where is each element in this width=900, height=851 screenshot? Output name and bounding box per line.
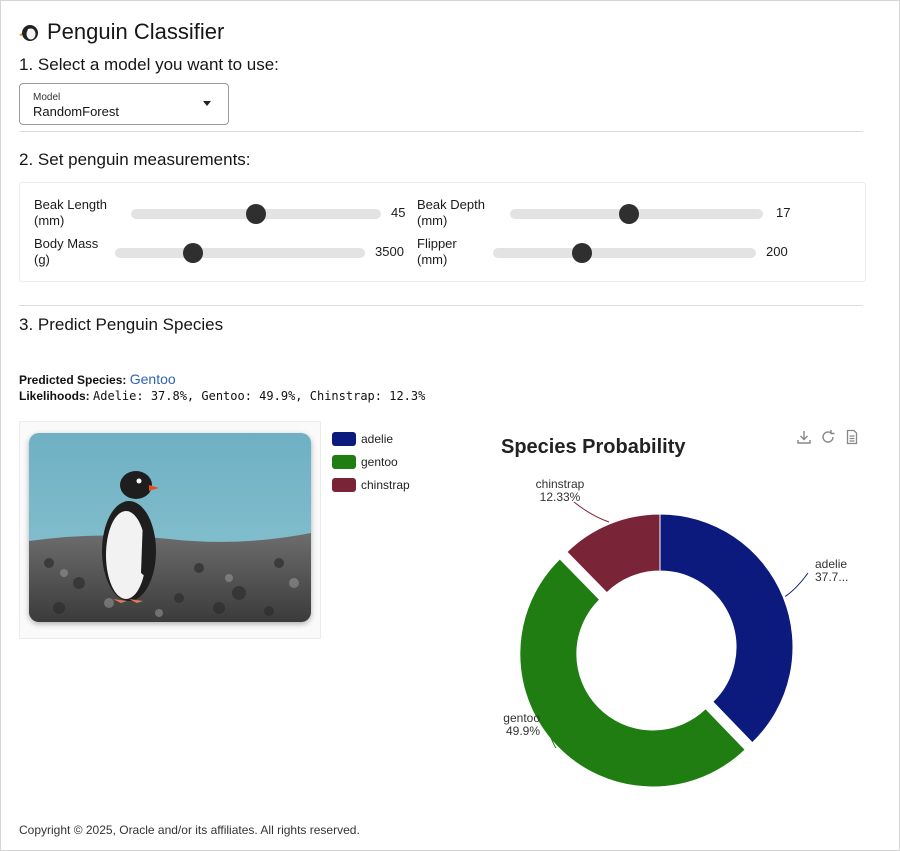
legend-swatch xyxy=(332,431,356,446)
legend-label: gentoo xyxy=(361,454,398,469)
predicted-species-label: Predicted Species: xyxy=(19,373,127,387)
document-icon[interactable] xyxy=(844,429,860,445)
app-title: Penguin Classifier xyxy=(47,19,225,44)
flipper-value: 200 xyxy=(766,244,788,259)
penguin-photo xyxy=(29,433,311,622)
measurements-panel: Beak Length (mm) 45 Beak Depth (mm) 17 Bod… xyxy=(19,182,866,282)
chevron-down-icon xyxy=(203,101,211,106)
predicted-species-line: Predicted Species: Gentoo xyxy=(19,371,176,387)
divider xyxy=(19,131,863,132)
penguin-logo-icon xyxy=(19,21,41,43)
body-mass-value: 3500 xyxy=(375,244,404,259)
legend-item-chinstrap[interactable]: chinstrap xyxy=(332,473,410,496)
model-select-label: Model xyxy=(33,92,61,103)
flipper-slider[interactable] xyxy=(493,243,756,263)
penguin-image-card xyxy=(19,421,321,639)
legend-swatch xyxy=(332,477,356,492)
beak-depth-slider-handle[interactable] xyxy=(618,204,639,224)
likelihoods-line: Likelihoods: Adelie: 37.8%, Gentoo: 49.9… xyxy=(19,389,425,403)
step-predict-heading: 3. Predict Penguin Species xyxy=(19,315,224,334)
beak-length-slider[interactable] xyxy=(131,204,381,224)
header: Penguin Classifier xyxy=(19,18,224,46)
chart-title: Species Probability xyxy=(501,436,686,458)
model-select-value: RandomForest xyxy=(33,104,119,119)
step-select-model-heading: 1. Select a model you want to use: xyxy=(19,55,279,74)
beak-depth-label: Beak Depth (mm) xyxy=(417,197,485,228)
model-select[interactable]: Model RandomForest xyxy=(19,83,229,125)
flipper-label: Flipper (mm) xyxy=(417,236,457,267)
beak-depth-value: 17 xyxy=(776,205,791,220)
beak-length-label: Beak Length (mm) xyxy=(34,197,108,228)
body-mass-label: Body Mass (g) xyxy=(34,236,99,267)
chart-toolbar xyxy=(796,429,860,445)
beak-length-slider-handle[interactable] xyxy=(246,204,266,224)
likelihoods-text: Adelie: 37.8%, Gentoo: 49.9%, Chinstrap:… xyxy=(93,389,426,403)
flipper-slider-handle[interactable] xyxy=(572,243,593,263)
legend-label: chinstrap xyxy=(361,477,410,492)
step-measurements-heading: 2. Set penguin measurements: xyxy=(19,150,251,169)
footer-copyright: Copyright © 2025, Oracle and/or its affi… xyxy=(19,823,360,837)
likelihoods-label: Likelihoods: xyxy=(19,389,90,403)
legend-swatch xyxy=(332,454,356,469)
refresh-icon[interactable] xyxy=(820,429,836,445)
legend-item-gentoo[interactable]: gentoo xyxy=(332,450,410,473)
download-icon[interactable] xyxy=(796,429,812,445)
chart-legend: adelie gentoo chinstrap xyxy=(332,427,410,496)
legend-item-adelie[interactable]: adelie xyxy=(332,427,410,450)
body-mass-slider-handle[interactable] xyxy=(182,243,203,263)
body-mass-slider[interactable] xyxy=(115,243,365,263)
predicted-species-value: Gentoo xyxy=(129,371,176,387)
beak-depth-slider[interactable] xyxy=(510,204,763,224)
legend-label: adelie xyxy=(361,431,394,446)
divider xyxy=(19,305,863,306)
beak-length-value: 45 xyxy=(391,205,406,220)
